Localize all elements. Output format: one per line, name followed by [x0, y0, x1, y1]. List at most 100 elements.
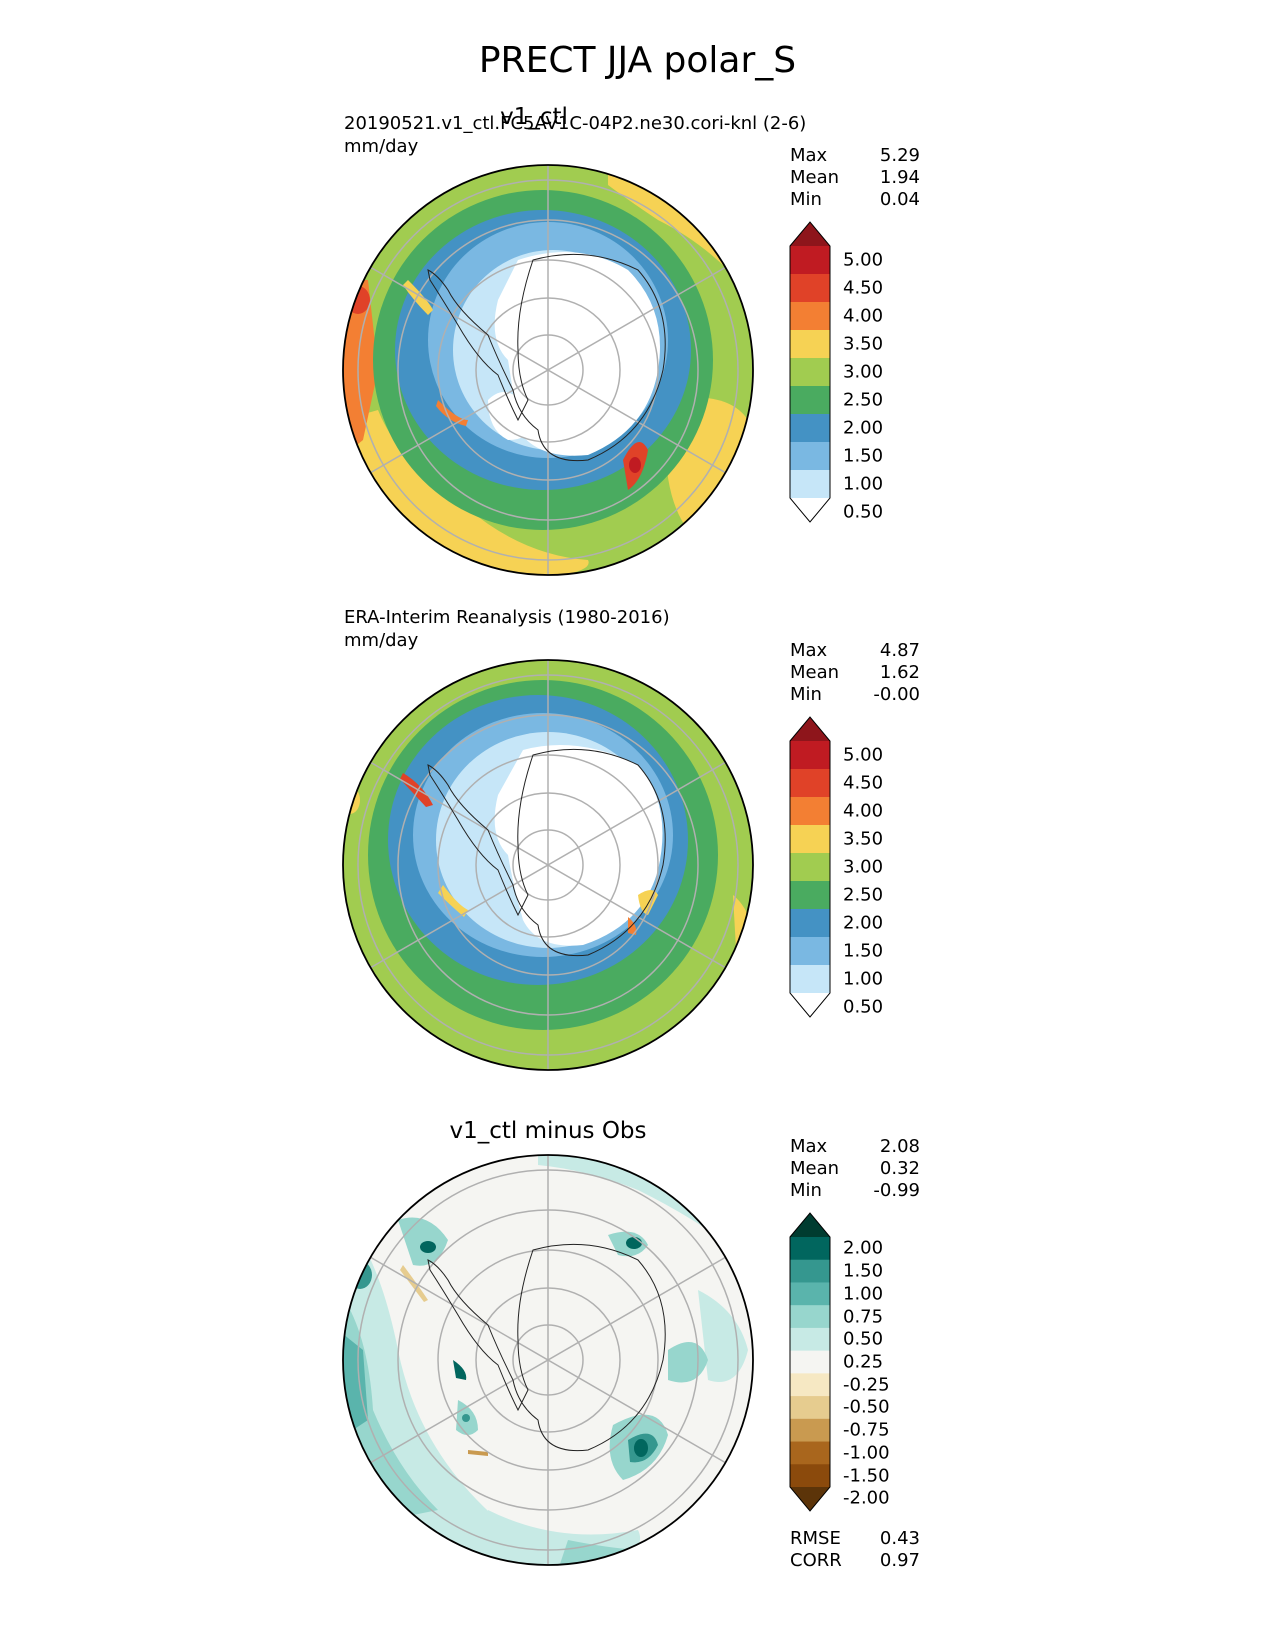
colorbar-band: [790, 414, 830, 443]
colorbar-band: [790, 937, 830, 966]
colorbar-band: [790, 1373, 830, 1397]
colorbar-tick-label: 1.50: [843, 940, 884, 962]
stat-value: 4.87: [879, 640, 920, 661]
colorbar-tick-label: 0.50: [843, 1328, 884, 1350]
colorbar-band: [790, 853, 830, 882]
colorbar-tick-label: 3.50: [843, 333, 884, 355]
colorbar-tick-label: -0.75: [843, 1419, 890, 1441]
colorbar-band: [790, 246, 830, 275]
colorbar-2-swatches: [789, 716, 831, 1018]
colorbar-extend-max: [790, 717, 830, 741]
colorbar-band: [790, 741, 830, 770]
colorbar-outline: [789, 221, 831, 523]
panel-3-map: [342, 1154, 754, 1566]
colorbar-tick-label: 2.00: [843, 417, 884, 439]
stat-label: Max: [790, 145, 828, 166]
colorbar-extend-max: [790, 1213, 830, 1237]
colorbar-band: [790, 825, 830, 854]
colorbar-band: [790, 1464, 830, 1488]
stat-value: -0.00: [873, 684, 920, 705]
stat-label: RMSE: [790, 1528, 841, 1549]
colorbar-band: [790, 1259, 830, 1283]
colorbar-3-labels: 2.00 1.50 1.00 0.75 0.50 0.25 -0.25 -0.50 -0.75-…: [843, 1213, 923, 1511]
colorbar-tick-label: 5.00: [843, 249, 884, 271]
colorbar-tick-label: 4.00: [843, 305, 884, 327]
panel-2-stats: Max 4.87 Mean 1.62 Min -0.00: [790, 640, 920, 706]
colorbar-tick-label: 0.50: [843, 501, 884, 523]
colorbar-tick-label: 1.50: [843, 445, 884, 467]
colorbar-band: [790, 1350, 830, 1374]
colorbar-2-labels: 5.00 4.50 4.00 3.50 3.00 2.50 2.00 1.50 1.00 0.50: [843, 717, 923, 1018]
colorbar-tick-label: -1.00: [843, 1442, 890, 1464]
colorbar-tick-label: 4.50: [843, 772, 884, 794]
colorbar-tick-label: -0.50: [843, 1396, 890, 1418]
stat-value: 0.43: [879, 1528, 920, 1549]
colorbar-band: [790, 797, 830, 826]
colorbar-tick-label: 1.00: [843, 968, 884, 990]
panel-1-subtitle: 20190521.v1_ctl.FC5AV1C-04P2.ne30.cori-k…: [344, 113, 807, 134]
panel-1-title: v1_ctl: [500, 104, 568, 130]
colorbar-band: [790, 769, 830, 798]
stat-value: 0.32: [879, 1158, 920, 1179]
colorbar-tick-label: 1.00: [843, 1283, 884, 1305]
stat-label: Mean: [790, 662, 840, 683]
colorbar-band: [790, 302, 830, 331]
colorbar-band: [790, 274, 830, 303]
colorbar-band: [790, 1396, 830, 1420]
colorbar-extend-min: [790, 498, 830, 522]
colorbar-extend-min: [790, 1487, 830, 1511]
colorbar-band: [790, 1441, 830, 1465]
stat-label: Mean: [790, 1158, 840, 1179]
colorbar-band: [790, 965, 830, 994]
panel-2-colorbar: 5.00 4.50 4.00 3.50 3.00 2.50 2.00 1.50 1.00 0.50: [788, 716, 928, 1018]
colorbar-band: [790, 358, 830, 387]
stat-label: CORR: [790, 1550, 842, 1571]
stat-label: Min: [790, 189, 822, 210]
colorbar-tick-label: 0.75: [843, 1306, 884, 1328]
panel-3-title: v1_ctl minus Obs: [449, 1118, 647, 1144]
colorbar-band: [790, 909, 830, 938]
colorbar-tick-label: 2.50: [843, 884, 884, 906]
colorbar-band: [790, 1237, 830, 1261]
stat-label: Max: [790, 1136, 828, 1157]
colorbar-tick-label: 3.00: [843, 361, 884, 383]
panel-1-colorbar: 5.00 4.50 4.00 3.50 3.00 2.50 2.00 1.50 1.00 0.50: [788, 221, 928, 523]
stat-label: Min: [790, 1180, 822, 1201]
colorbar-band: [790, 330, 830, 359]
stat-value: 2.08: [879, 1136, 920, 1157]
colorbar-outline: [789, 716, 831, 1018]
colorbar-band: [790, 442, 830, 471]
colorbar-1-swatches: [789, 221, 831, 523]
stat-label: Max: [790, 640, 828, 661]
colorbar-1-labels: 5.00 4.50 4.00 3.50 3.00 2.50 2.00 1.50 1.00 0.50: [843, 222, 923, 523]
colorbar-tick-label: 3.50: [843, 828, 884, 850]
colorbar-band: [790, 1418, 830, 1443]
panel-1-map: [342, 164, 754, 576]
colorbar-tick-label: -2.00: [843, 1487, 890, 1509]
colorbar-tick-label: 3.00: [843, 856, 884, 878]
panel-1-stats: Max 5.29 Mean 1.94 Min 0.04: [790, 145, 920, 211]
colorbar-tick-label: 0.25: [843, 1351, 884, 1373]
colorbar-tick-label: -0.25: [843, 1374, 890, 1396]
colorbar-3-swatches: [789, 1212, 831, 1512]
colorbar-tick-label: 1.50: [843, 1260, 884, 1282]
panel-1-units: mm/day: [344, 136, 419, 157]
stat-value: 1.62: [879, 662, 920, 683]
stat-value: 5.29: [879, 145, 920, 166]
colorbar-tick-label: 2.50: [843, 389, 884, 411]
colorbar-tick-label: 5.00: [843, 744, 884, 766]
colorbar-extend-min: [790, 993, 830, 1017]
colorbar-tick-label: 4.50: [843, 277, 884, 299]
panel-3-stats: Max 2.08 Mean 0.32 Min -0.99: [790, 1136, 920, 1202]
colorbar-outline: [789, 1212, 831, 1512]
panel-2-units: mm/day: [344, 630, 419, 651]
stat-value: 1.94: [879, 167, 920, 188]
colorbar-tick-label: -1.50: [843, 1465, 890, 1487]
colorbar-extend-max: [790, 222, 830, 246]
colorbar-band: [790, 881, 830, 910]
stat-label: Min: [790, 684, 822, 705]
colorbar-band: [790, 470, 830, 499]
colorbar-band: [790, 1327, 830, 1352]
colorbar-tick-label: 0.50: [843, 996, 884, 1018]
panel-2-subtitle: ERA-Interim Reanalysis (1980-2016): [344, 607, 670, 628]
